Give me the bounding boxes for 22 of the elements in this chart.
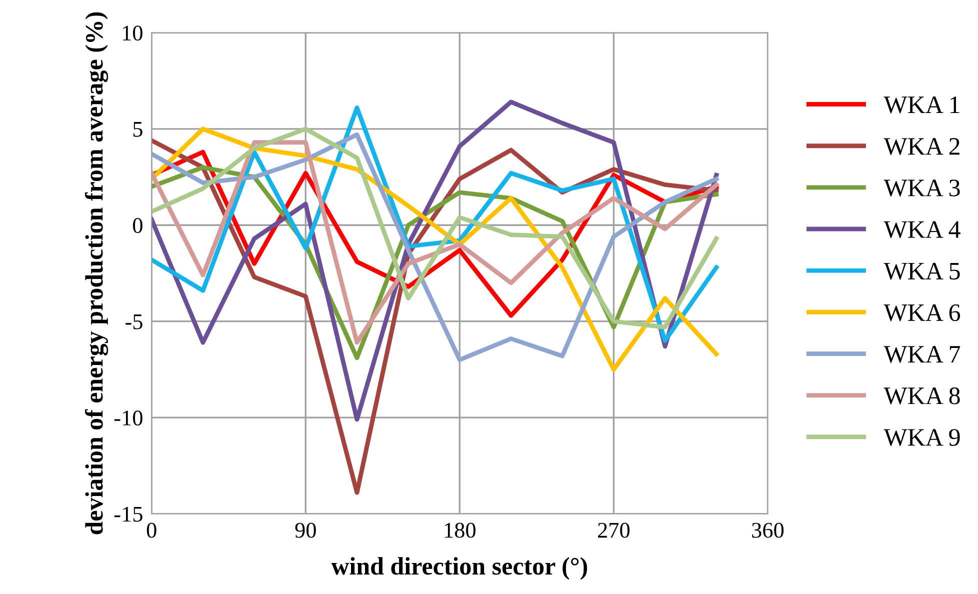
y-axis-title: deviation of energy production from average (%) [84,12,108,534]
y-tick-label: 0 [132,218,142,234]
legend-label: WKA 5 [884,262,960,280]
y-tick-label: -10 [114,410,142,426]
legend-label: WKA 7 [884,346,960,363]
legend-label: WKA 1 [884,96,960,114]
y-tick-label: 10 [122,26,142,41]
y-tick-label: -5 [126,314,142,330]
x-tick-label: 270 [598,522,630,538]
x-tick-label: 0 [146,522,156,538]
x-tick-label: 90 [295,522,316,538]
x-tick-label: 360 [752,522,784,538]
legend-label: WKA 2 [884,138,960,155]
x-tick-label: 180 [444,522,476,538]
legend-label: WKA 6 [884,304,960,322]
legend-label: WKA 4 [884,221,960,238]
y-tick-label: 5 [133,122,142,137]
x-axis-title: wind direction sector (°) [331,557,588,580]
legend-label: WKA 8 [884,387,960,404]
y-tick-label: -15 [114,506,142,522]
legend-label: WKA 9 [884,429,960,446]
legend-label: WKA 3 [884,180,960,197]
